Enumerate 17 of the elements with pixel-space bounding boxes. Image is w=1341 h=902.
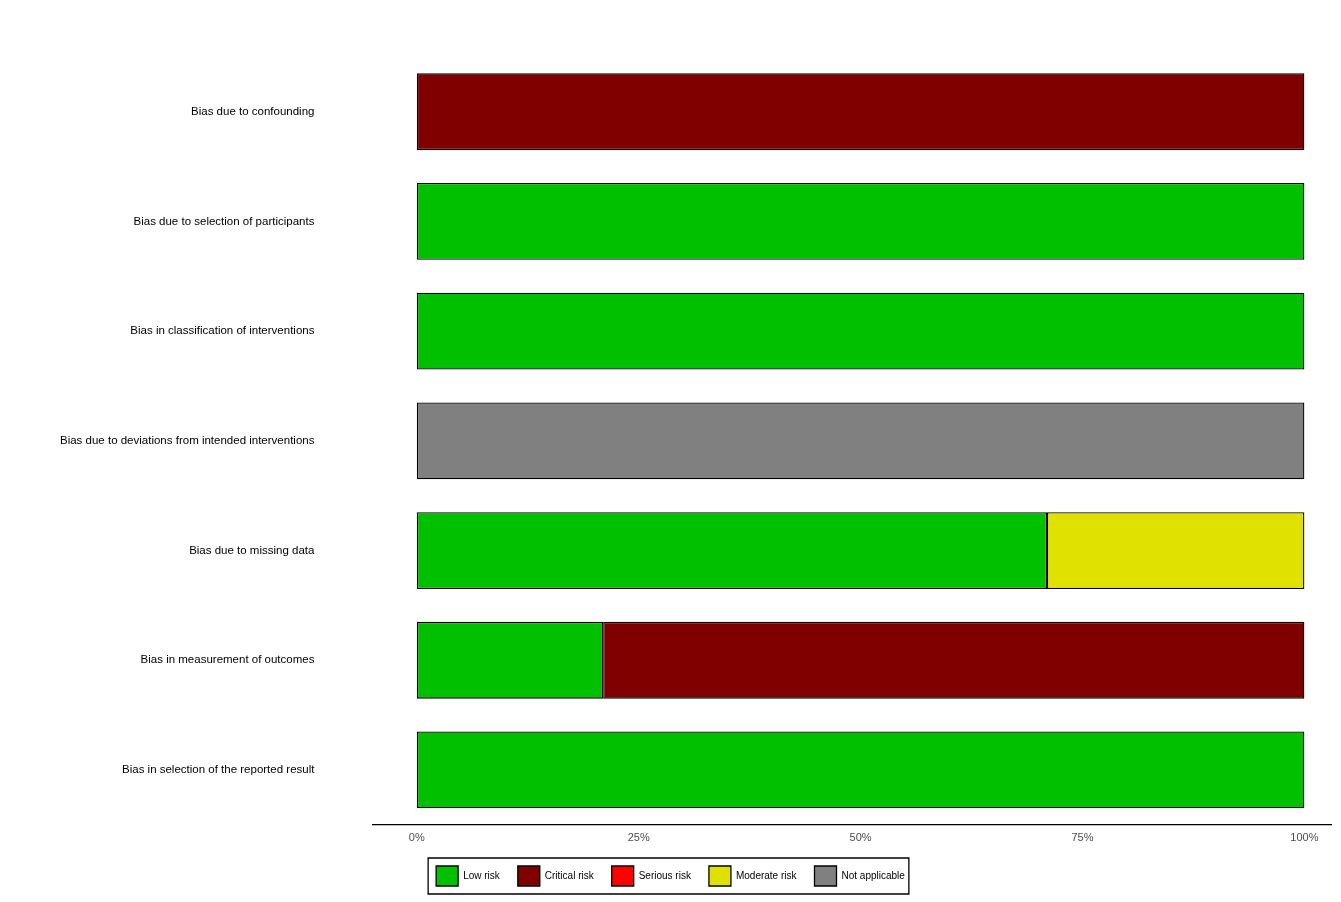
x-tick-label: 75%	[1071, 831, 1094, 844]
y-tick-label: Bias due to confounding	[191, 104, 315, 117]
x-tick-label: 0%	[408, 831, 425, 844]
legend-label: Serious risk	[638, 869, 692, 881]
y-tick-label: Bias in selection of the reported result	[122, 763, 316, 776]
x-tick-label: 25%	[627, 831, 650, 844]
y-tick-label: Bias due to selection of participants	[133, 214, 315, 227]
x-tick-label: 50%	[849, 831, 872, 844]
y-tick-label: Bias in classification of interventions	[130, 324, 315, 337]
y-tick-label: Bias in measurement of outcomes	[140, 653, 315, 666]
y-tick-label: Bias due to missing data	[189, 543, 316, 556]
x-tick-label: 100%	[1290, 831, 1319, 844]
y-tick-label: Bias due to deviations from intended interventions	[59, 434, 315, 447]
legend-label: Critical risk	[544, 869, 595, 881]
legend-label: Not applicable	[841, 869, 906, 881]
legend-label: Low risk	[463, 869, 501, 881]
legend-label: Moderate risk	[735, 869, 798, 881]
